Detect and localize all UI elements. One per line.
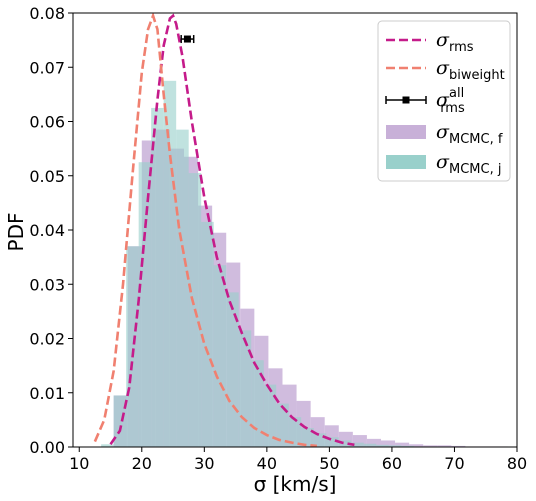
sigma-rms-curve <box>109 13 355 447</box>
legend-box <box>377 20 511 182</box>
histogram-bar <box>276 403 289 447</box>
legend-subscript: rms <box>440 101 465 116</box>
histogram-bar <box>388 445 402 447</box>
legend-subscript: biweight <box>449 68 505 83</box>
legend-subscript: MCMC, f <box>449 132 503 147</box>
legend-subscript: MCMC, j <box>449 162 501 177</box>
histogram-bar <box>338 440 352 447</box>
y-tick-label: 0.05 <box>29 167 65 186</box>
y-tick-label: 0.02 <box>29 330 65 349</box>
legend-superscript: all <box>449 86 464 101</box>
y-tick-label: 0.07 <box>29 58 65 77</box>
legend-label: σMCMC, j <box>436 151 501 177</box>
histogram-bar <box>437 445 452 447</box>
legend-entry: σrms <box>386 29 474 55</box>
histogram-bar <box>401 445 414 447</box>
histogram-bar <box>251 360 264 447</box>
legend-label: σall rms <box>436 86 465 116</box>
legend-entry: σall rms <box>385 86 465 116</box>
histogram-bar <box>288 417 302 447</box>
x-tick-label: 60 <box>382 454 402 473</box>
histogram-bar <box>226 292 239 447</box>
y-axis-label: PDF <box>4 213 28 252</box>
plot-area <box>93 13 508 447</box>
sigma-rms-all-errorbar <box>180 35 195 44</box>
y-tick-label: 0.00 <box>29 438 65 457</box>
legend-entry: σbiweight <box>386 57 505 83</box>
histogram-bar <box>363 443 377 447</box>
histogram-bar <box>423 445 438 447</box>
histogram-bar <box>151 107 164 447</box>
x-tick-label: 80 <box>507 454 527 473</box>
histogram-bar <box>201 221 214 447</box>
x-tick-label: 10 <box>69 454 89 473</box>
legend-symbol: σ <box>436 57 450 79</box>
legend-entry: σMCMC, f <box>386 121 503 147</box>
histogram-bar <box>176 129 189 447</box>
legend-subscript: rms <box>449 40 474 55</box>
histogram-bar <box>126 246 139 447</box>
x-axis-label: σ [km/s] <box>254 472 337 496</box>
histogram-bar <box>366 438 381 447</box>
y-tick-label: 0.01 <box>29 384 65 403</box>
histogram-bar <box>163 80 177 447</box>
histogram-bar <box>326 437 339 447</box>
x-tick-label: 40 <box>257 454 277 473</box>
legend-symbol: σ <box>436 29 450 51</box>
histogram-bar <box>238 330 252 447</box>
legend-handle-patch <box>386 155 426 169</box>
y-tick-label: 0.03 <box>29 275 65 294</box>
legend-symbol: σ <box>436 121 450 143</box>
legend-label: σMCMC, f <box>436 121 503 147</box>
legend-symbol: σ <box>436 151 450 173</box>
legend-handle-marker <box>402 96 410 104</box>
histogram-bar <box>213 265 227 447</box>
x-tick-label: 20 <box>132 454 152 473</box>
y-tick-label: 0.06 <box>29 113 65 132</box>
legend-symbol: σ <box>436 89 450 111</box>
histogram-bar <box>395 442 410 447</box>
histogram-bar <box>451 445 466 447</box>
plot-content <box>93 13 508 447</box>
histogram-mcmc-j <box>101 80 427 447</box>
histogram-bar <box>380 440 396 447</box>
histogram-bar <box>101 444 114 447</box>
x-tick-label: 30 <box>194 454 214 473</box>
histogram-bar <box>352 435 367 447</box>
axis-ticks: 10 20 30 40 50 60 70 80 0.00 0.01 0.02 0.03 0.04 0.05… <box>29 4 527 473</box>
y-tick-label: 0.04 <box>29 221 65 240</box>
errorbar-marker <box>183 35 191 43</box>
x-tick-label: 70 <box>444 454 464 473</box>
legend-handle-patch <box>386 125 426 139</box>
legend-label: σbiweight <box>436 57 505 83</box>
histogram-bar <box>138 162 152 447</box>
histogram-bar <box>113 395 127 447</box>
x-tick-label: 50 <box>319 454 339 473</box>
histogram-bar <box>263 384 277 447</box>
legend-entry: σMCMC, j <box>386 151 501 177</box>
axes-frame <box>72 12 518 448</box>
histogram-bar <box>409 444 424 447</box>
histogram-bar <box>376 444 389 447</box>
y-tick-label: 0.08 <box>29 4 65 23</box>
histogram-bar <box>301 428 314 447</box>
histogram-bar <box>351 442 364 447</box>
legend-label: σrms <box>436 29 474 55</box>
